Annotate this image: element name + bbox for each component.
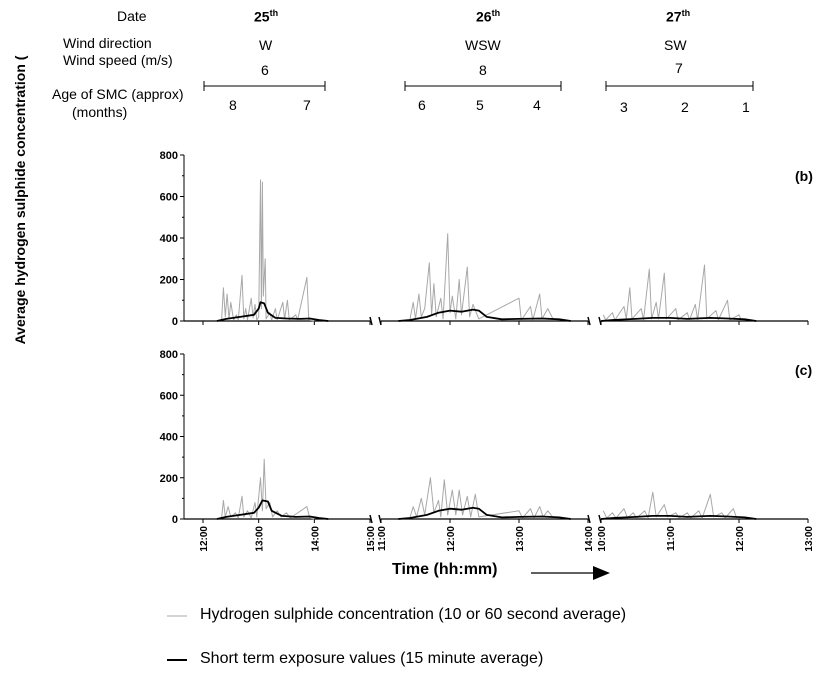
day-27-age-2: 2 xyxy=(681,99,689,115)
day-27-age-3: 1 xyxy=(742,99,750,115)
x-tick-label: 13:00 xyxy=(255,526,266,552)
series-line-raw xyxy=(602,491,738,519)
x-tick-label: 13:00 xyxy=(515,526,526,552)
x-tick-label: 11:00 xyxy=(377,526,388,551)
day-26-age-3: 4 xyxy=(533,97,541,113)
segment-1: 12:00 13:00 14:00 15:00 xyxy=(184,458,377,552)
wind-speed-row-label: Wind speed (m/s) xyxy=(63,52,173,68)
y-tick-label: 600 xyxy=(160,192,178,204)
series-line-stel xyxy=(398,308,571,322)
x-tick-label: 15:00 xyxy=(366,526,377,552)
y-tick-label: 600 xyxy=(160,390,178,402)
series-line-stel xyxy=(600,316,757,322)
age-row-unit-label: (months) xyxy=(72,104,128,120)
day-25-wind-direction: W xyxy=(259,37,273,53)
x-tick-label: 12:00 xyxy=(446,526,457,552)
x-tick-label: 14:00 xyxy=(310,526,321,552)
segment-2 xyxy=(378,233,591,326)
day-27-label: 27th xyxy=(666,8,691,25)
segment-3 xyxy=(598,264,809,326)
panel-label: (c) xyxy=(795,362,812,378)
day-27-wind-speed: 7 xyxy=(675,60,683,76)
y-tick-label: 800 xyxy=(160,349,178,361)
series-line-stel xyxy=(600,515,757,520)
day-26-age-2: 5 xyxy=(476,97,484,113)
day-26-label: 26th xyxy=(476,8,501,25)
series-line-raw xyxy=(602,264,742,321)
x-tick-label: 10:00 xyxy=(597,526,608,552)
day-26-wind-direction: WSW xyxy=(465,37,501,53)
day-25-wind-speed: 6 xyxy=(261,62,269,78)
axis-break-mark xyxy=(587,316,591,326)
day-26-wind-speed: 8 xyxy=(479,62,487,78)
series-line-stel xyxy=(216,499,329,520)
series-line-raw xyxy=(409,477,554,519)
series-line-raw xyxy=(221,179,315,322)
series-line-raw xyxy=(221,458,315,520)
x-axis-label: Time (hh:mm) xyxy=(392,561,498,578)
y-tick-label: 800 xyxy=(160,150,178,162)
y-tick-label: 200 xyxy=(160,275,178,287)
day-27-age-1: 3 xyxy=(620,99,628,115)
day-25-age-2: 7 xyxy=(303,97,311,113)
panel-b: 0 200 400 600 800 (b) xyxy=(160,150,813,328)
day-25-age-1: 8 xyxy=(229,97,237,113)
x-tick-label: 12:00 xyxy=(735,526,746,552)
day-27-wind-direction: SW xyxy=(664,37,687,53)
x-tick-label: 11:00 xyxy=(666,526,677,551)
age-row-label: Age of SMC (approx) xyxy=(52,86,184,102)
day-25-label: 25th xyxy=(254,8,279,25)
series-line-stel xyxy=(216,301,329,322)
x-tick-label: 13:00 xyxy=(804,526,815,552)
segment-3: 10:00 11:00 12:00 13:00 xyxy=(597,491,815,552)
date-row-label: Date xyxy=(117,8,147,24)
time-arrow-head xyxy=(593,566,610,580)
axis-break-mark xyxy=(587,514,591,524)
panel-label: (b) xyxy=(795,168,813,184)
segment-1 xyxy=(184,179,373,326)
x-tick-label: 12:00 xyxy=(199,526,210,552)
y-tick-label: 0 xyxy=(172,316,178,328)
x-tick-label: 14:00 xyxy=(584,526,595,552)
y-tick-label: 400 xyxy=(160,432,178,444)
series-line-raw xyxy=(409,233,554,321)
y-tick-label: 0 xyxy=(172,514,178,526)
series-line-stel xyxy=(398,506,571,520)
wind-direction-row-label: Wind direction xyxy=(63,35,152,51)
y-tick-label: 200 xyxy=(160,473,178,485)
axis-break-mark xyxy=(369,316,373,326)
legend-stel-label: Short term exposure values (15 minute av… xyxy=(200,650,544,667)
wind-speed-brackets xyxy=(203,81,754,91)
legend-raw-label: Hydrogen sulphide concentration (10 or 6… xyxy=(200,606,627,623)
axis-break-mark xyxy=(369,514,373,524)
y-tick-label: 400 xyxy=(160,233,178,245)
segment-2: 11:00 12:00 13:00 14:00 xyxy=(377,477,595,552)
day-26-age-1: 6 xyxy=(418,97,426,113)
